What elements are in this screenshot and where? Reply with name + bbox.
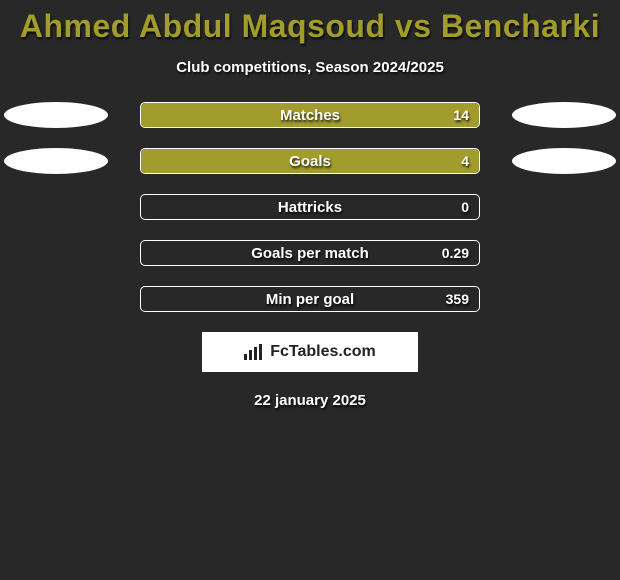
bar-chart-icon: [244, 344, 264, 360]
stat-bar: Goals4: [140, 148, 480, 174]
stat-bar: Goals per match0.29: [140, 240, 480, 266]
oval-spacer: [4, 240, 108, 266]
left-player-oval: [4, 148, 108, 174]
page-title: Ahmed Abdul Maqsoud vs Bencharki: [0, 0, 620, 45]
stat-bar: Hattricks0: [140, 194, 480, 220]
logo-text: FcTables.com: [270, 343, 376, 361]
stat-row: Hattricks0: [0, 194, 620, 220]
oval-spacer: [512, 286, 616, 312]
stat-row: Matches14: [0, 102, 620, 128]
stat-label: Min per goal: [141, 287, 479, 311]
oval-spacer: [4, 194, 108, 220]
stat-value: 359: [446, 287, 469, 311]
date-text: 22 january 2025: [0, 392, 620, 409]
page-subtitle: Club competitions, Season 2024/2025: [0, 59, 620, 76]
stat-label: Matches: [141, 103, 479, 127]
stat-value: 0.29: [442, 241, 469, 265]
stat-rows-container: Matches14 Goals4 Hattricks0 Goals per match…: [0, 102, 620, 312]
stat-value: 4: [461, 149, 469, 173]
oval-spacer: [4, 286, 108, 312]
stat-value: 14: [453, 103, 469, 127]
logo-box: FcTables.com: [202, 332, 418, 372]
stat-bar: Min per goal359: [140, 286, 480, 312]
stat-row: Min per goal359: [0, 286, 620, 312]
stat-value: 0: [461, 195, 469, 219]
right-player-oval: [512, 102, 616, 128]
stat-row: Goals per match0.29: [0, 240, 620, 266]
stat-label: Hattricks: [141, 195, 479, 219]
oval-spacer: [512, 194, 616, 220]
stat-bar: Matches14: [140, 102, 480, 128]
left-player-oval: [4, 102, 108, 128]
oval-spacer: [512, 240, 616, 266]
stat-label: Goals: [141, 149, 479, 173]
stat-label: Goals per match: [141, 241, 479, 265]
stat-row: Goals4: [0, 148, 620, 174]
right-player-oval: [512, 148, 616, 174]
